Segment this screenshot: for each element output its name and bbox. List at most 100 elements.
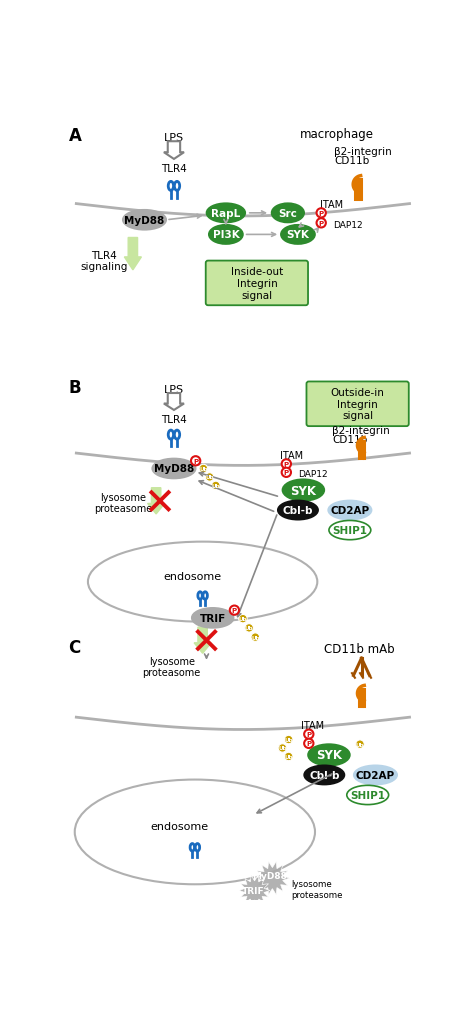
Text: B: B [69, 378, 81, 396]
Text: CD2AP: CD2AP [330, 506, 369, 516]
Text: ITAM: ITAM [280, 450, 303, 460]
Text: RapL: RapL [211, 208, 240, 218]
Ellipse shape [308, 744, 350, 766]
Text: Ub: Ub [356, 742, 364, 747]
Text: Ub: Ub [278, 746, 287, 751]
Text: SYK: SYK [316, 749, 342, 761]
Circle shape [317, 209, 326, 218]
Circle shape [191, 457, 201, 466]
Ellipse shape [329, 521, 371, 540]
Circle shape [284, 736, 293, 744]
Text: Inside-out
Integrin
signal: Inside-out Integrin signal [231, 267, 283, 300]
Text: SHIP1: SHIP1 [332, 526, 367, 536]
Text: Ub: Ub [199, 466, 208, 471]
Text: MyD88: MyD88 [154, 464, 194, 474]
Circle shape [317, 219, 326, 228]
Text: P: P [319, 210, 324, 216]
Ellipse shape [328, 500, 372, 521]
Text: CD11b: CD11b [334, 156, 370, 166]
Ellipse shape [272, 204, 304, 223]
Text: Ub: Ub [251, 635, 260, 640]
Text: TRIF: TRIF [242, 886, 264, 895]
Polygon shape [124, 239, 141, 271]
FancyBboxPatch shape [206, 261, 308, 306]
Text: TLR4: TLR4 [161, 415, 187, 425]
Text: Ub: Ub [239, 617, 247, 622]
Text: Outside-in
Integrin
signal: Outside-in Integrin signal [331, 388, 384, 421]
Text: endosome: endosome [164, 571, 222, 581]
Circle shape [304, 730, 313, 739]
Text: PI3K: PI3K [212, 231, 239, 241]
Circle shape [230, 606, 239, 615]
Circle shape [199, 465, 208, 473]
FancyBboxPatch shape [307, 382, 409, 427]
Text: P: P [306, 731, 311, 737]
Ellipse shape [347, 786, 389, 805]
Text: MyD88: MyD88 [124, 215, 164, 225]
Text: LPS: LPS [164, 384, 184, 394]
Circle shape [205, 473, 214, 481]
Text: Ub: Ub [245, 626, 254, 631]
Text: LPS: LPS [164, 132, 184, 143]
Text: Cbl-b: Cbl-b [283, 506, 313, 516]
Polygon shape [164, 143, 184, 160]
Text: CD11b: CD11b [332, 435, 367, 445]
Text: CD2AP: CD2AP [356, 770, 395, 780]
Text: TLR4
signaling: TLR4 signaling [81, 251, 128, 272]
Polygon shape [164, 393, 184, 410]
Circle shape [282, 468, 291, 477]
Circle shape [278, 744, 287, 752]
Text: CD11b mAb: CD11b mAb [324, 642, 395, 655]
Circle shape [284, 752, 293, 761]
Circle shape [239, 615, 247, 623]
Ellipse shape [283, 480, 324, 501]
Text: C: C [69, 638, 81, 656]
Text: Ub: Ub [284, 737, 293, 742]
Ellipse shape [278, 500, 318, 521]
Text: TLR4: TLR4 [161, 164, 187, 174]
Circle shape [304, 739, 313, 748]
Ellipse shape [209, 225, 243, 245]
Text: lysosome
proteasome: lysosome proteasome [292, 880, 343, 899]
Ellipse shape [281, 225, 315, 245]
Ellipse shape [123, 210, 166, 231]
Text: SYK: SYK [291, 484, 316, 497]
Text: Ub: Ub [284, 754, 293, 759]
Text: P: P [193, 458, 198, 464]
Ellipse shape [192, 609, 234, 628]
Ellipse shape [207, 204, 245, 223]
Polygon shape [194, 628, 211, 654]
Circle shape [356, 740, 364, 748]
Text: lysosome
proteasome: lysosome proteasome [94, 492, 152, 514]
Text: TRIF: TRIF [200, 614, 226, 623]
Ellipse shape [152, 459, 196, 479]
Polygon shape [239, 876, 270, 906]
Ellipse shape [354, 765, 397, 785]
Text: P: P [306, 741, 311, 747]
Text: P: P [284, 470, 289, 476]
Polygon shape [147, 488, 164, 515]
Text: Ub: Ub [211, 483, 220, 488]
Circle shape [282, 460, 291, 469]
Text: P: P [232, 608, 237, 614]
Polygon shape [255, 861, 290, 895]
Text: P: P [284, 461, 289, 467]
Text: SHIP1: SHIP1 [350, 791, 385, 800]
Text: Ub: Ub [205, 475, 214, 480]
Text: β2-integrin: β2-integrin [332, 426, 390, 436]
Text: P: P [319, 220, 324, 226]
Text: endosome: endosome [150, 821, 209, 831]
Text: DAP12: DAP12 [333, 220, 363, 229]
Text: ITAM: ITAM [301, 720, 324, 730]
Circle shape [245, 624, 254, 633]
Circle shape [211, 481, 220, 490]
Text: lysosome
proteasome: lysosome proteasome [143, 656, 201, 677]
Text: β2-integrin: β2-integrin [334, 147, 392, 157]
Text: macrophage: macrophage [300, 127, 374, 141]
Text: ITAM: ITAM [319, 199, 343, 209]
Text: Src: Src [278, 208, 297, 218]
Text: Cbl-b: Cbl-b [309, 770, 339, 780]
Text: A: A [69, 126, 82, 145]
Text: MyD88: MyD88 [253, 870, 288, 880]
Circle shape [251, 633, 260, 642]
